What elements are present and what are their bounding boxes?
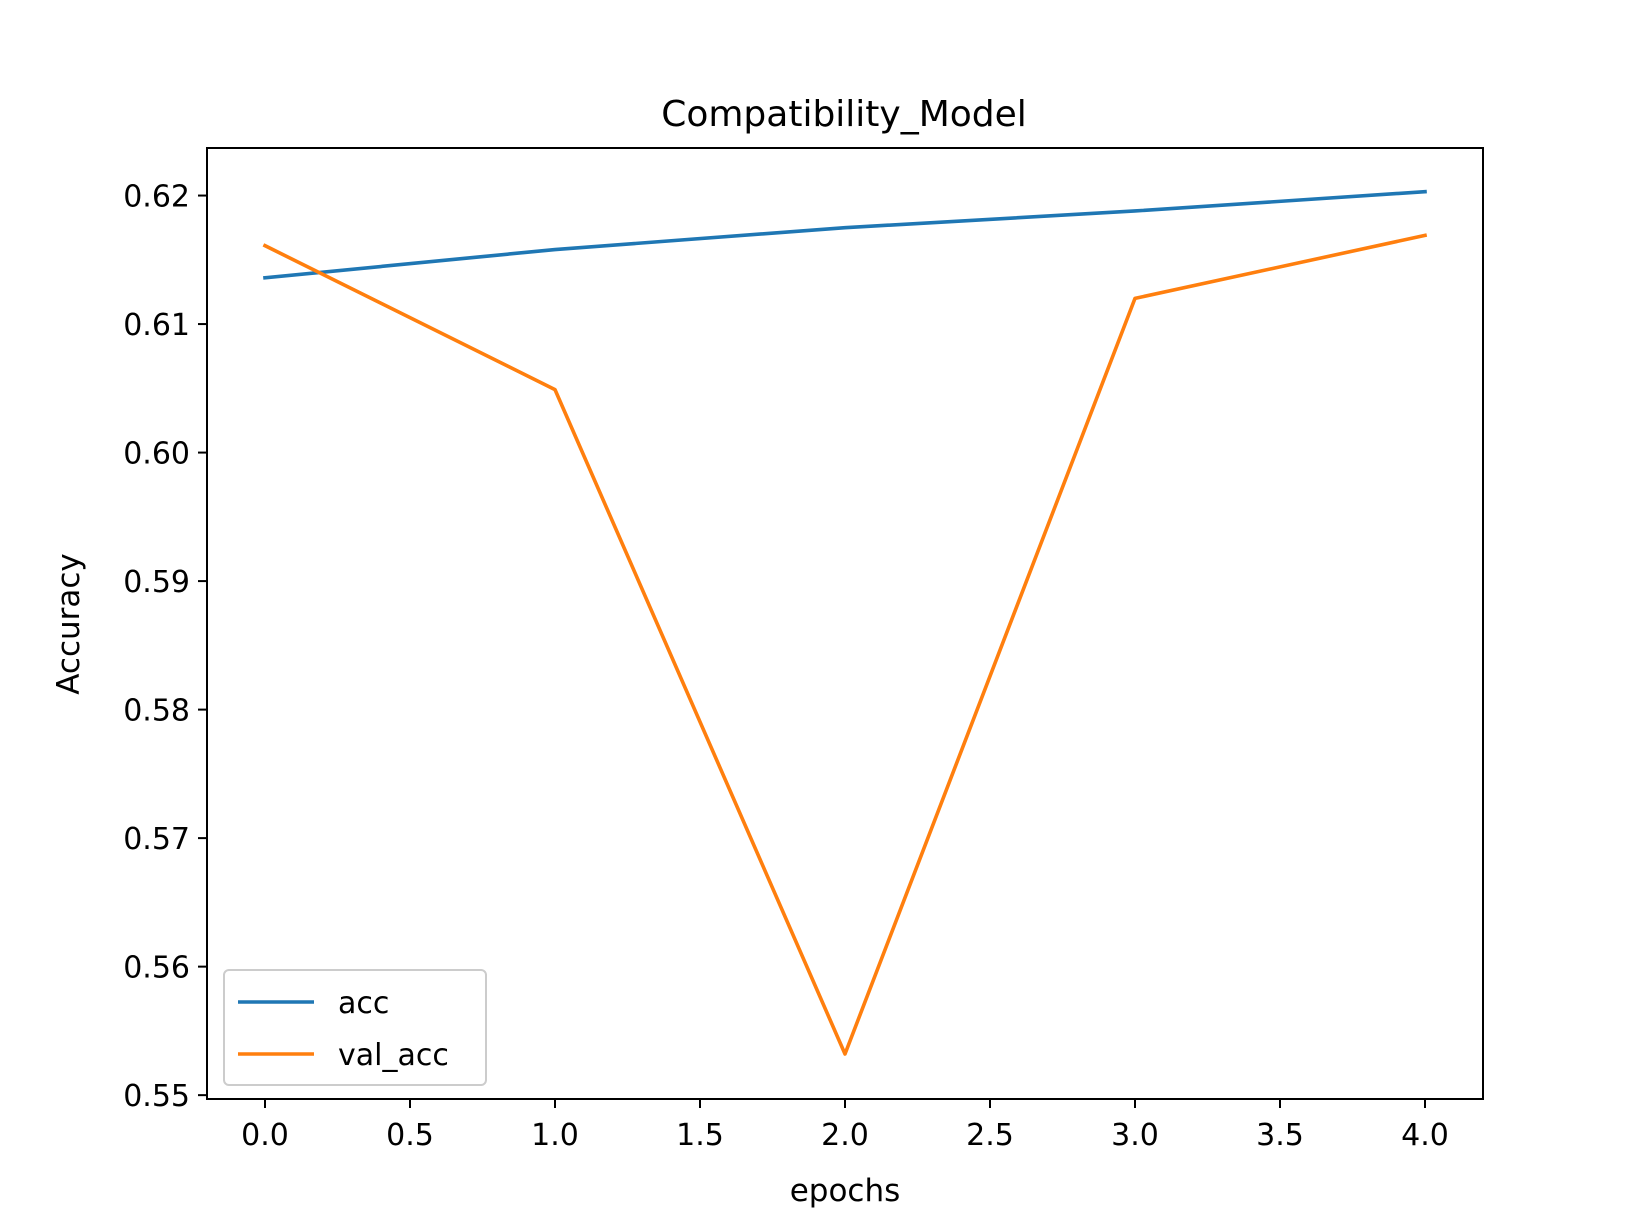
legend: acc val_acc bbox=[223, 969, 487, 1086]
legend-frame bbox=[223, 969, 487, 1086]
y-axis-label: Accuracy bbox=[51, 553, 87, 695]
y-tick-label: 0.56 bbox=[123, 951, 190, 986]
x-tick-label: 0.5 bbox=[386, 1118, 434, 1153]
series-line-val-acc bbox=[262, 233, 1428, 1056]
y-tick-label: 0.57 bbox=[123, 822, 190, 857]
y-axis-ticks: 0.55 0.56 0.57 0.58 0.59 0.60 0.61 0.62 bbox=[123, 180, 207, 1114]
legend-label: acc bbox=[338, 986, 389, 1021]
x-tick-label: 1.5 bbox=[676, 1118, 724, 1153]
x-tick-label: 0.0 bbox=[241, 1118, 289, 1153]
y-tick-label: 0.62 bbox=[123, 180, 190, 215]
legend-label: val_acc bbox=[338, 1038, 449, 1073]
series-line-acc bbox=[263, 189, 1427, 280]
x-axis-ticks: 0.0 0.5 1.0 1.5 2.0 2.5 3.0 3.5 4.0 bbox=[241, 1099, 1449, 1153]
y-tick-label: 0.55 bbox=[123, 1079, 190, 1114]
x-tick-label: 2.0 bbox=[821, 1118, 869, 1153]
y-tick-label: 0.58 bbox=[123, 694, 190, 729]
chart-title: Compatibility_Model bbox=[661, 94, 1027, 135]
x-tick-label: 3.0 bbox=[1111, 1118, 1159, 1153]
y-tick-label: 0.61 bbox=[123, 308, 190, 343]
x-axis-label: epochs bbox=[790, 1173, 901, 1209]
y-tick-label: 0.59 bbox=[123, 565, 190, 600]
x-tick-label: 1.0 bbox=[531, 1118, 579, 1153]
x-tick-label: 2.5 bbox=[966, 1118, 1014, 1153]
series-layer bbox=[262, 189, 1428, 1056]
y-tick-label: 0.60 bbox=[123, 437, 190, 472]
x-tick-label: 4.0 bbox=[1401, 1118, 1449, 1153]
plot-frame bbox=[206, 147, 1484, 1100]
x-tick-label: 3.5 bbox=[1256, 1118, 1304, 1153]
